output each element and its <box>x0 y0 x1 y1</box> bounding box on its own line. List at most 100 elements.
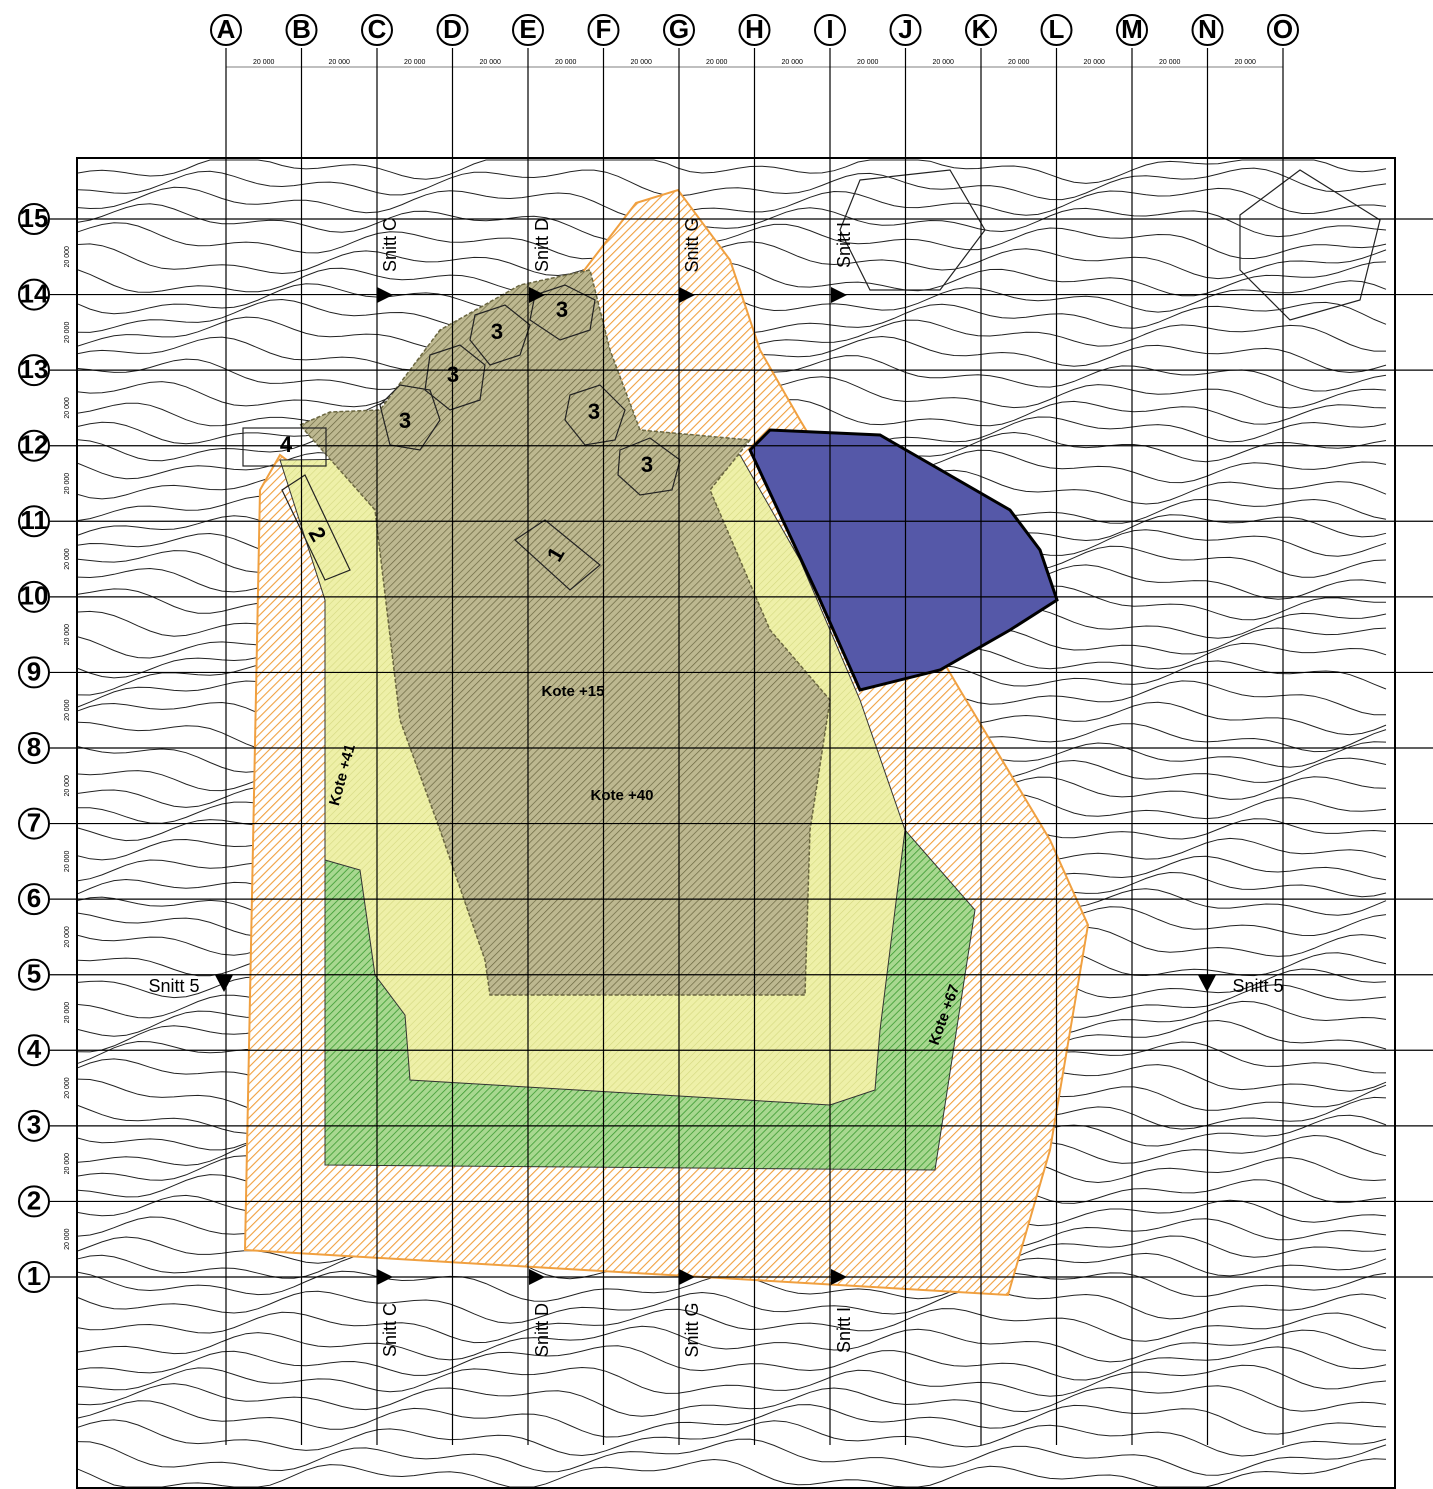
section-marker <box>215 975 233 992</box>
structures <box>242 169 1381 591</box>
elevation-label: Kote +40 <box>591 787 654 804</box>
row-label: 2 <box>27 1185 41 1215</box>
column-label: D <box>443 14 462 44</box>
column-label: N <box>1198 14 1217 44</box>
column-dimension: 20 000 <box>1084 59 1106 66</box>
column-marker <box>814 14 846 46</box>
section-label: Snitt C <box>380 218 400 272</box>
column-marker <box>587 14 620 46</box>
column-dimension: 20 000 <box>480 59 502 66</box>
row-dimension: 20 000 <box>64 699 71 721</box>
section-marker <box>529 1269 545 1285</box>
column-marker <box>512 14 544 46</box>
column-dimension: 20 000 <box>1008 59 1030 66</box>
column-dimension: 20 000 <box>857 59 879 66</box>
section-marker <box>377 1269 393 1285</box>
row-dimension: 20 000 <box>64 1077 71 1099</box>
row-dimension: 20 000 <box>64 851 71 873</box>
row-marker <box>18 1185 50 1218</box>
row-marker <box>18 1109 50 1142</box>
column-dimension: 20 000 <box>1235 59 1257 66</box>
section-label: Snitt G <box>682 217 702 272</box>
row-dimension: 20 000 <box>64 548 71 570</box>
contour-line <box>77 222 1387 260</box>
zone-label: 3 <box>588 399 600 424</box>
contour-line <box>77 1288 1387 1324</box>
column-marker <box>889 14 922 46</box>
row-label: 3 <box>27 1110 41 1140</box>
section-label: Snitt D <box>532 218 552 272</box>
column-label: K <box>972 14 991 44</box>
column-label: F <box>596 14 612 44</box>
zone-label: 3 <box>491 319 503 344</box>
row-label: 7 <box>27 807 41 837</box>
contour-line <box>77 1345 1387 1381</box>
row-marker <box>18 807 50 840</box>
row-dimension: 20 000 <box>64 1002 71 1024</box>
contour-line <box>77 1438 1387 1476</box>
grid: A B C D E F G H I J K L M N O 20 000 20 000 20 000 20 000 2… <box>18 14 1433 1445</box>
column-label: C <box>368 14 387 44</box>
column-marker <box>1040 14 1073 46</box>
section-marker <box>377 287 393 303</box>
zone-label: 3 <box>399 408 411 433</box>
row-marker <box>18 429 50 462</box>
section-marker <box>831 287 847 303</box>
row-marker <box>18 580 50 613</box>
column-label: J <box>898 14 912 44</box>
zone-label: 3 <box>556 297 568 322</box>
section-label: Snitt 5 <box>148 976 199 996</box>
elevation-label: Kote +15 <box>542 683 605 700</box>
contour-line <box>77 1419 1387 1457</box>
row-marker <box>18 732 50 764</box>
row-marker <box>18 958 50 991</box>
row-marker <box>18 278 50 311</box>
column-marker <box>1116 14 1148 46</box>
contour-line <box>77 1364 1387 1397</box>
row-marker <box>18 656 50 689</box>
row-label: 10 <box>20 581 49 611</box>
row-dimension: 20 000 <box>64 624 71 646</box>
column-marker <box>361 14 393 46</box>
column-dimension: 20 000 <box>933 59 955 66</box>
zone-label: 3 <box>641 452 653 477</box>
column-label: I <box>826 14 833 44</box>
row-dimension: 20 000 <box>64 473 71 495</box>
section-marker <box>831 1269 847 1285</box>
section-marker <box>529 287 545 303</box>
row-marker <box>18 1261 50 1293</box>
column-marker <box>1267 14 1299 46</box>
row-label: 13 <box>20 354 49 384</box>
section-label: Snitt I <box>834 1307 854 1353</box>
section-marker <box>679 1269 695 1285</box>
section-label: Snitt D <box>532 1303 552 1357</box>
contour-line <box>77 159 1387 184</box>
row-dimension: 20 000 <box>64 926 71 948</box>
contour-line <box>77 241 1387 280</box>
row-label: 9 <box>27 656 41 686</box>
row-dimension: 20 000 <box>64 322 71 344</box>
section-label: Snitt C <box>380 1303 400 1357</box>
contour-line <box>77 1458 1387 1488</box>
row-label: 5 <box>27 959 41 989</box>
column-label: L <box>1049 14 1065 44</box>
column-marker <box>738 14 771 46</box>
column-marker <box>285 14 318 46</box>
section-marker <box>679 287 695 303</box>
column-dimension: 20 000 <box>329 59 351 66</box>
column-label: M <box>1121 14 1143 44</box>
column-dimension: 20 000 <box>782 59 804 66</box>
contour-line <box>77 186 1387 220</box>
contour-line <box>77 1308 1387 1344</box>
column-marker <box>1191 14 1224 46</box>
excavation-zone <box>298 269 831 996</box>
row-marker <box>18 1034 50 1067</box>
row-label: 14 <box>20 278 49 308</box>
section-label: Snitt 5 <box>1232 976 1283 996</box>
column-dimension: 20 000 <box>1159 59 1181 66</box>
row-dimension: 20 000 <box>64 246 71 268</box>
contour-line <box>77 1325 1387 1363</box>
contour-line <box>77 167 1387 201</box>
